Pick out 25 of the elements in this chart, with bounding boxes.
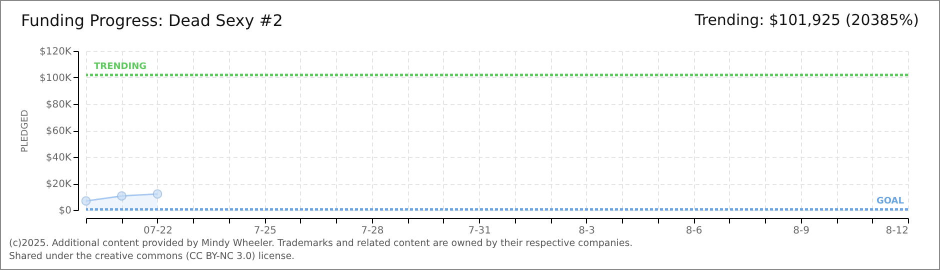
y-tick-label: $20K <box>46 179 72 190</box>
x-tick-label: 8-12 <box>886 226 908 236</box>
y-tick-label: $40K <box>46 152 72 164</box>
x-tick-label: 8-3 <box>578 226 596 236</box>
y-tick-label: $80K <box>46 100 72 110</box>
point <box>117 191 126 201</box>
x-tick-label: 07-22 <box>143 226 173 236</box>
x-tick-label: 7-28 <box>361 226 384 236</box>
x-tick-label: 7-31 <box>468 226 491 236</box>
y-tick-label: $60K <box>46 126 72 137</box>
y-tick-label: $100K <box>39 73 72 84</box>
text: (c)2025. Additional content provided by Mindy Wheeler. Trademarks and related content are owned by their respective companies. <box>9 237 633 250</box>
x-tick-label: 7-25 <box>254 226 277 236</box>
text: Shared under the creative commons (CC BY-NC 3.0) license. <box>9 250 296 263</box>
chart-title: Funding Progress: Dead Sexy #2 <box>21 11 283 30</box>
point <box>81 196 91 206</box>
point <box>152 189 162 199</box>
ref-line-label: TRENDING <box>94 62 146 72</box>
y-tick-label: $0 <box>58 206 72 216</box>
ref-line-label: GOAL <box>876 196 904 206</box>
y-axis-title: PLEDGED <box>20 110 30 152</box>
x-tick-label: 8-9 <box>793 226 810 236</box>
x-tick-label: 8-6 <box>686 226 702 236</box>
text: Trending: $101,925 (20385%) <box>694 11 919 29</box>
y-tick-label: $120K <box>39 46 72 58</box>
